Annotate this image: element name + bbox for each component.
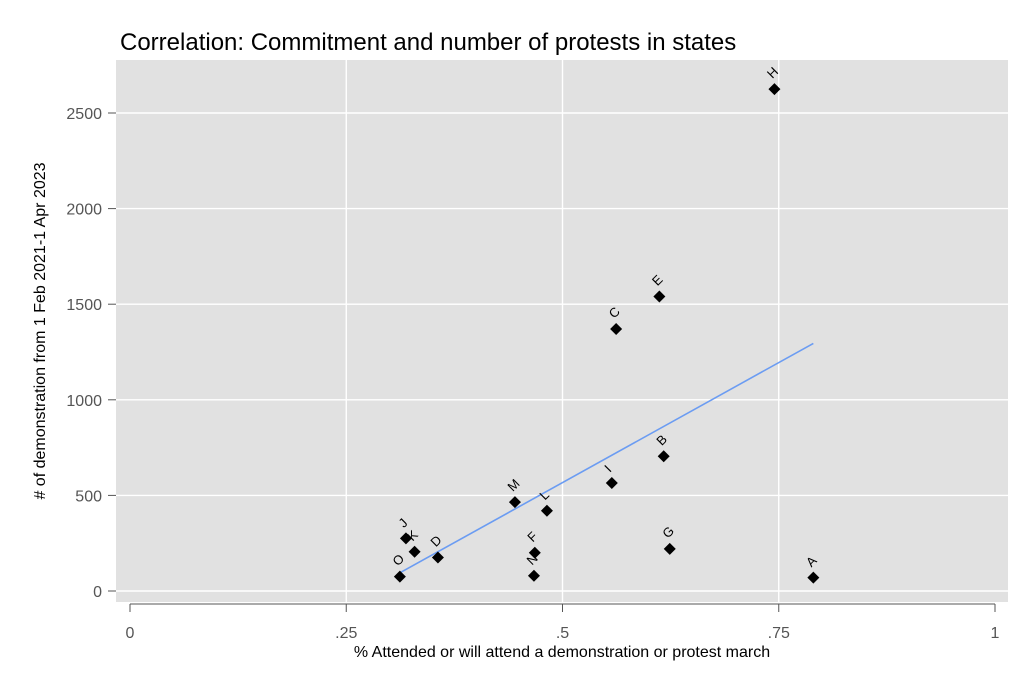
data-point-h [768,83,781,96]
y-tick-label: 1500 [66,297,102,314]
data-point-i [605,476,618,489]
x-axis-label: % Attended or will attend a demonstratio… [354,644,770,661]
grid-lines [116,60,1008,602]
data-point-e [653,290,666,303]
data-point-b [657,450,670,463]
data-point-a [807,571,820,584]
axes: 0 500 1000 1500 2000 2500 0 .25 .5 .75 1 [66,106,999,642]
fit-line [399,342,814,574]
y-tick-label: 2000 [66,202,102,219]
data-point-m [508,496,521,509]
y-tick-label: 1000 [66,393,102,410]
y-tick-label: 2500 [66,106,102,123]
data-point-k [408,545,421,558]
fit-line-group [399,342,814,574]
chart-title: Correlation: Commitment and number of pr… [120,29,736,56]
data-point-c [610,323,623,336]
data-point-f [528,546,541,559]
y-axis-label: # of demonstration from 1 Feb 2021-1 Apr… [32,162,49,499]
data-point-j [399,532,412,545]
y-tick-label: 0 [93,584,102,601]
data-point-l [540,504,553,517]
data-point-g [663,542,676,555]
x-tick-label: .5 [556,625,569,642]
x-tick-label: 0 [126,625,135,642]
data-point-d [431,551,444,564]
data-point-o [393,570,406,583]
y-tick-label: 500 [75,488,102,505]
x-tick-label: 1 [991,625,1000,642]
data-point-n [527,569,540,582]
x-tick-label: .25 [335,625,357,642]
x-tick-label: .75 [768,625,790,642]
